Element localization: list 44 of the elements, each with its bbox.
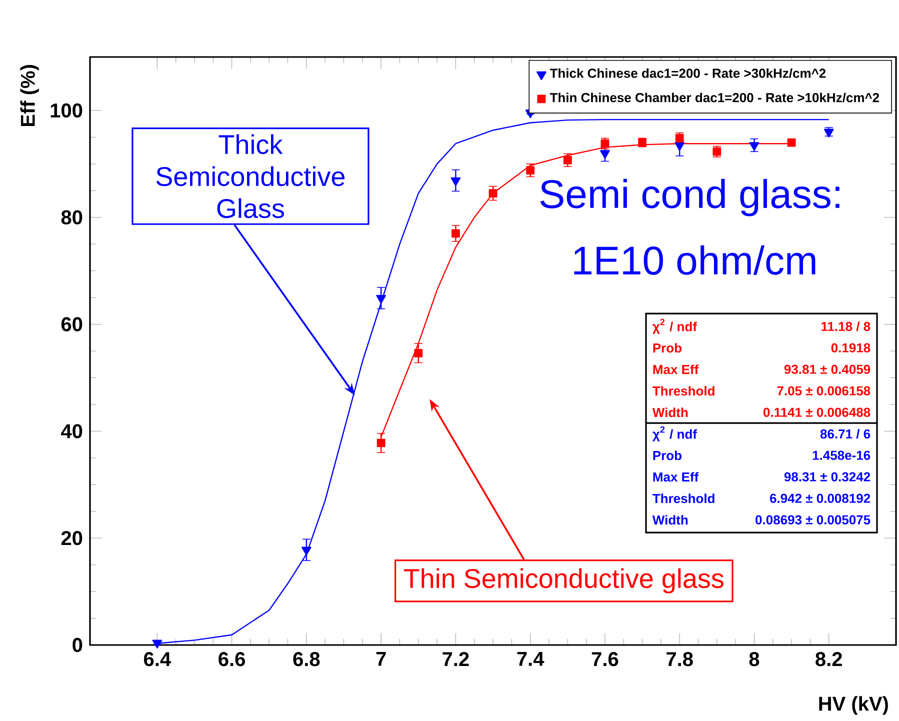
x-tick-label: 7.2 [442, 652, 469, 666]
annotation: 1.458e-16 [812, 450, 870, 460]
annotation: Max Eff [653, 364, 699, 374]
annotation: 0.08693 ± 0.005075 [756, 515, 870, 524]
annotation: 7.05 ± 0.006158 [777, 386, 870, 396]
annotation: Threshold [652, 493, 714, 503]
y-tick-label: 80 [61, 210, 82, 224]
x-tick-label: 7.8 [666, 652, 693, 666]
x-axis-title: HV (kV) [819, 696, 888, 715]
y-tick-label: 0 [72, 638, 82, 652]
x-tick-label: 6.8 [293, 652, 320, 666]
annotation: χ$^{2}$ / ndf [652, 318, 697, 334]
annotation: 0.1141 ± 0.006488 [763, 408, 870, 417]
annotation: 6.942 ± 0.008192 [770, 494, 870, 503]
annotation: 93.81 ± 0.4059 [784, 364, 870, 374]
annotation: Width [652, 514, 688, 524]
annotation: Thin Semiconductive glass [404, 568, 724, 594]
y-tick-label: 40 [61, 424, 82, 438]
x-tick-label: 6.6 [218, 652, 245, 666]
y-axis-title: Eff (%) [20, 64, 39, 126]
annotation: 98.31 ± 0.3242 [784, 472, 870, 482]
x-tick-label: 8.2 [816, 652, 842, 666]
x-tick-label: 7 [376, 652, 386, 666]
x-tick-label: 6.4 [144, 652, 171, 666]
annotation: Threshold [652, 386, 714, 396]
legend-label: Thin Chinese Chamber dac1=200 - Rate >10kHz/cm^2 [550, 92, 880, 102]
x-tick-label: 8 [749, 652, 760, 666]
annotation: 86.71 / 6 [820, 428, 870, 438]
annotation: Semi cond glass: [540, 178, 840, 216]
annotation: 1E10 ohm/cm [574, 245, 816, 275]
annotation: Thick Semiconductive Glass [156, 134, 345, 218]
annotation: Max Eff [653, 472, 699, 482]
x-tick-label: 7.6 [592, 652, 618, 666]
annotation: Width [652, 407, 688, 417]
legend-label: Thick Chinese dac1=200 - Rate >30kHz/cm^2 [550, 68, 826, 78]
y-tick-label: 100 [50, 103, 82, 118]
annotation: χ$^{2}$ / ndf [652, 426, 697, 442]
y-tick-label: 20 [61, 530, 82, 545]
annotation: Prob [653, 450, 682, 460]
y-tick-label: 60 [61, 316, 82, 332]
x-tick-label: 7.4 [517, 652, 544, 666]
annotation: Prob [653, 342, 682, 352]
annotation: 0.1918 [831, 343, 870, 352]
annotation: 11.18 / 8 [822, 321, 870, 331]
